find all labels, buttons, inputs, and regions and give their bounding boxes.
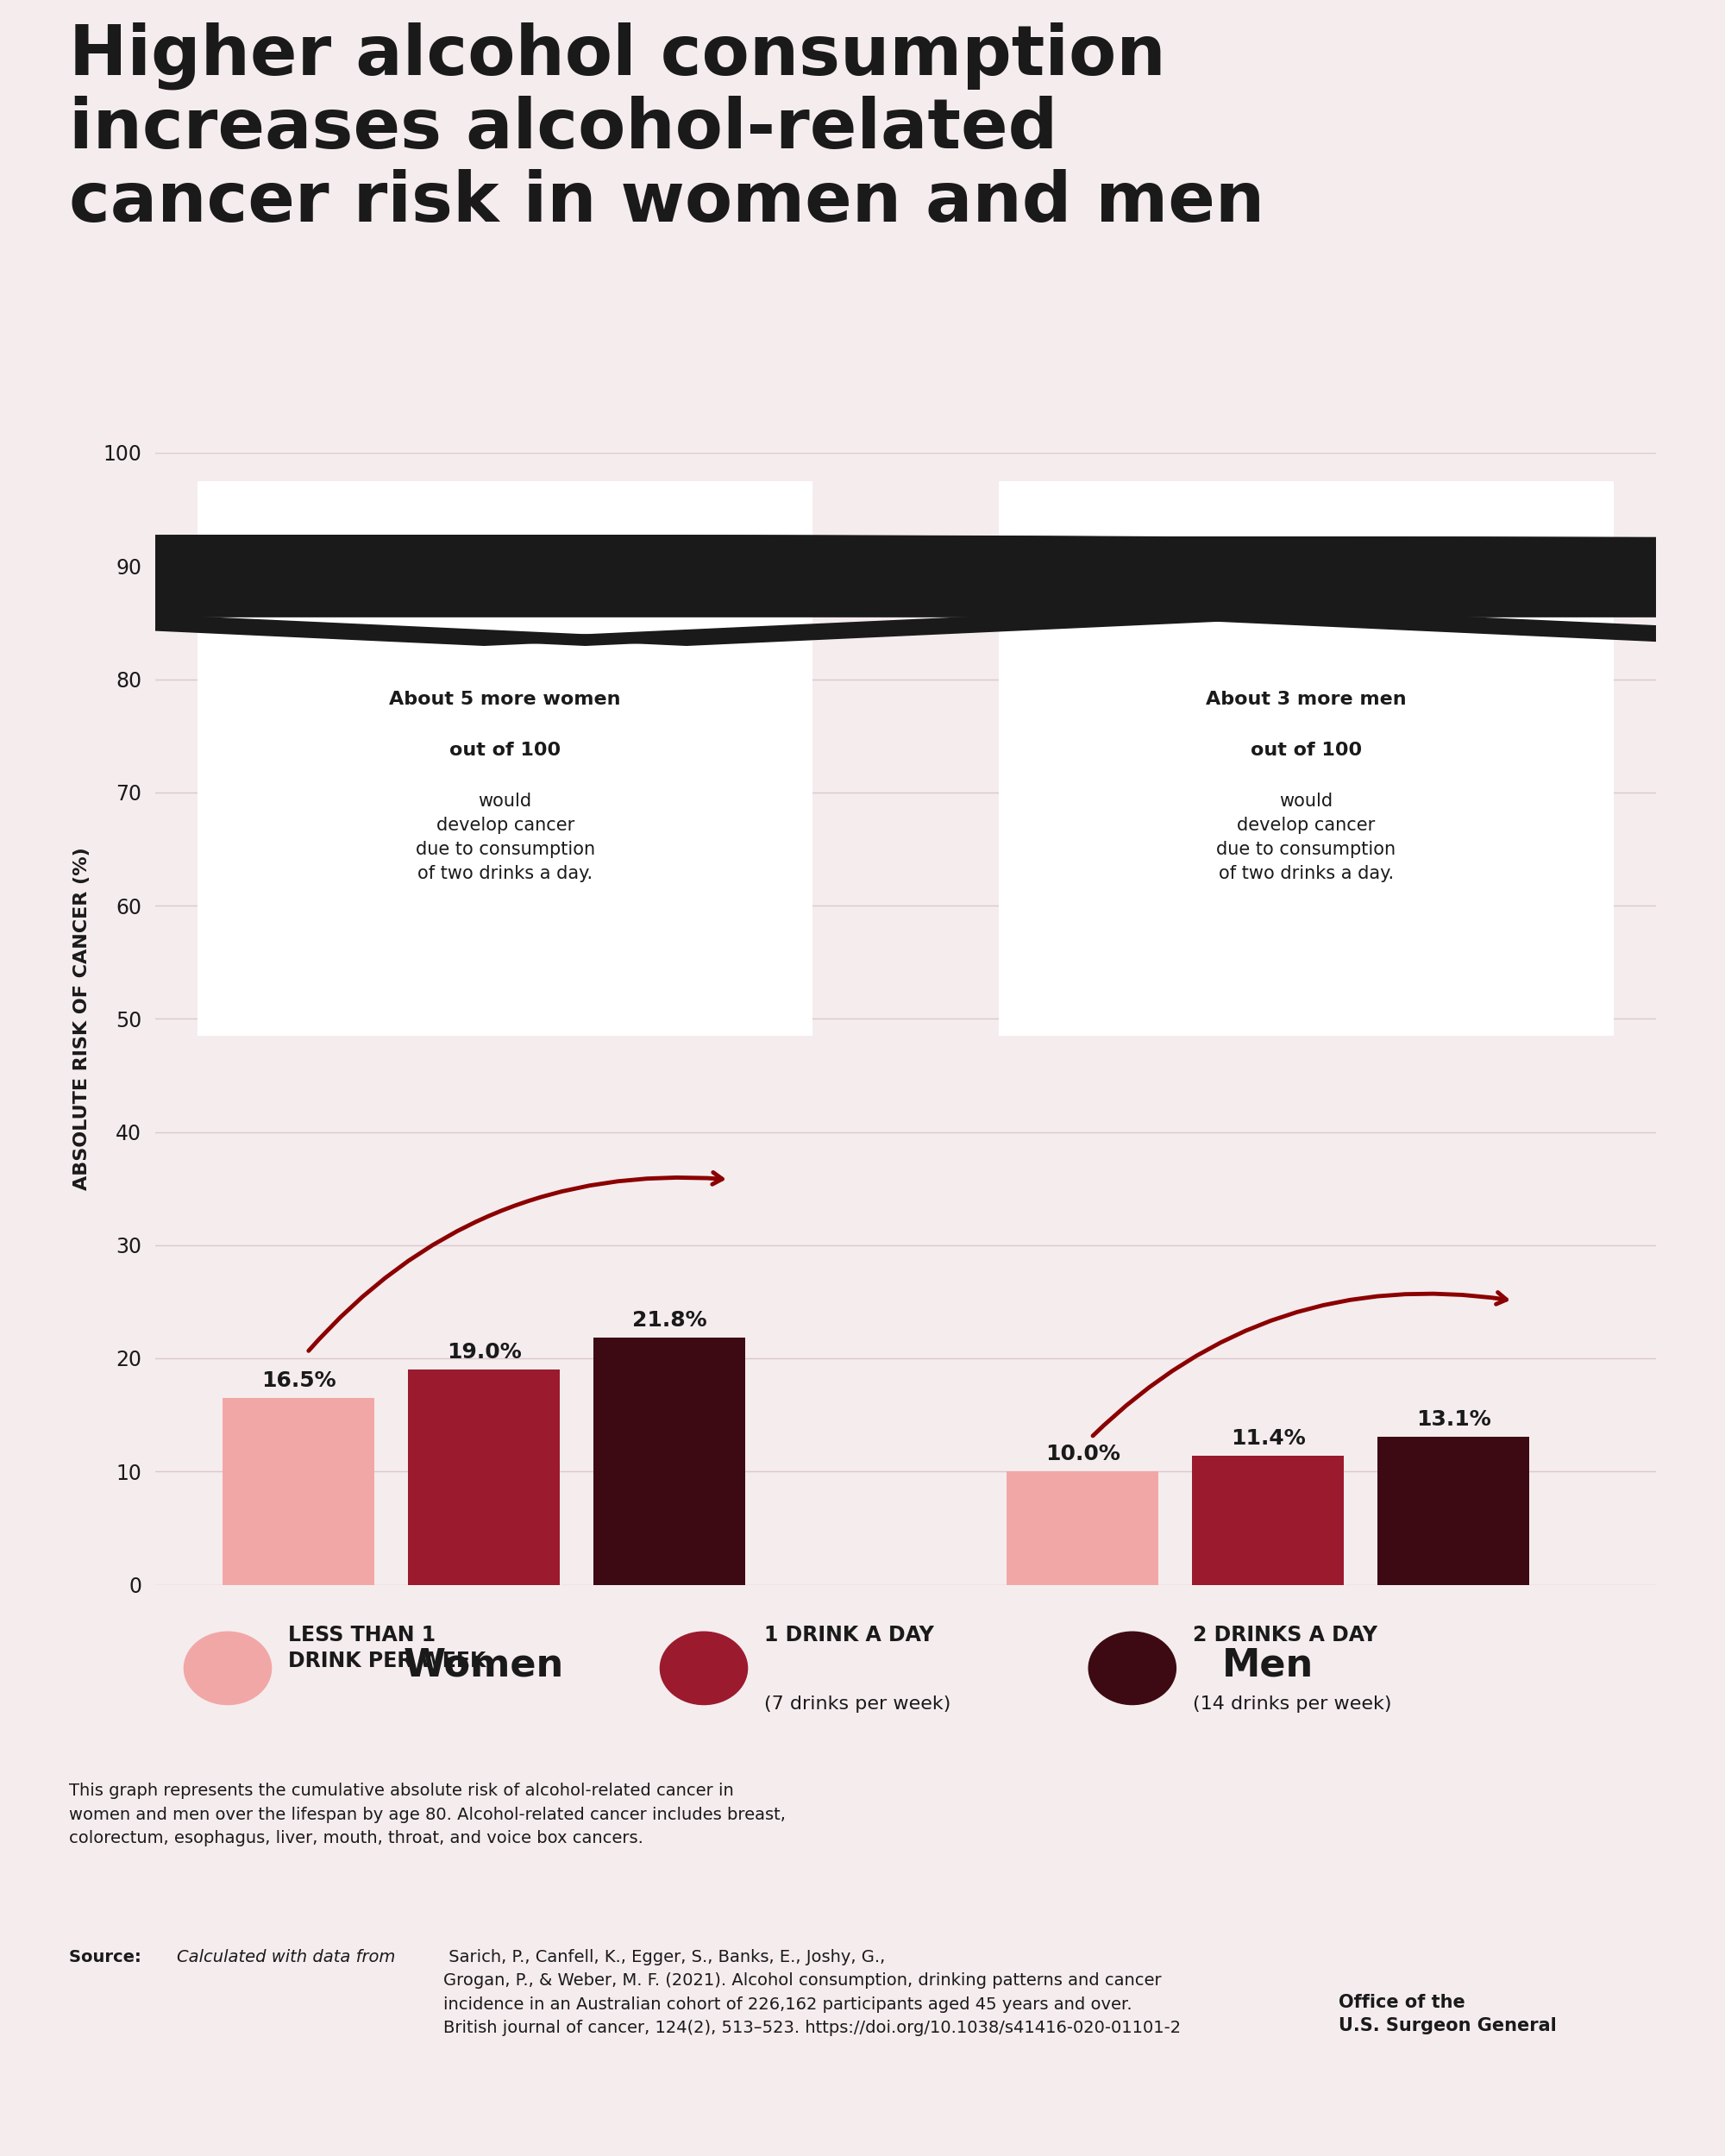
Polygon shape [0,565,1725,617]
Circle shape [0,537,1725,578]
Text: (7 drinks per week): (7 drinks per week) [764,1695,950,1712]
Text: +: + [1040,556,1076,597]
Text: Source:: Source: [69,1949,147,1966]
Text: This graph represents the cumulative absolute risk of alcohol-related cancer in
: This graph represents the cumulative abs… [69,1783,785,1846]
Circle shape [0,535,1725,576]
FancyBboxPatch shape [197,481,812,1035]
Text: 1 DRINK A DAY: 1 DRINK A DAY [764,1626,933,1645]
Circle shape [0,537,1725,578]
Circle shape [0,535,1725,576]
FancyBboxPatch shape [53,565,1725,614]
Text: 16.5%: 16.5% [260,1371,336,1391]
Text: would
develop cancer
due to consumption
of two drinks a day.: would develop cancer due to consumption … [1216,791,1396,882]
FancyBboxPatch shape [999,481,1615,1035]
Text: 2 DRINKS A DAY: 2 DRINKS A DAY [1192,1626,1377,1645]
Text: +: + [240,556,276,597]
FancyArrowPatch shape [1094,1291,1506,1436]
Text: (14 drinks per week): (14 drinks per week) [1192,1695,1392,1712]
Polygon shape [0,565,1725,617]
Y-axis label: ABSOLUTE RISK OF CANCER (%): ABSOLUTE RISK OF CANCER (%) [74,847,91,1190]
Text: Men: Men [1223,1647,1314,1684]
FancyArrowPatch shape [309,1173,723,1352]
Text: About 3 more men: About 3 more men [1206,690,1406,707]
Text: 21.8%: 21.8% [631,1311,707,1330]
Bar [1007,1470,1159,1585]
Text: Calculated with data from: Calculated with data from [178,1949,395,1966]
Text: About 5 more women: About 5 more women [390,690,621,707]
Bar [1192,1455,1344,1585]
Circle shape [0,535,1725,576]
Text: 13.1%: 13.1% [1416,1408,1490,1429]
FancyBboxPatch shape [0,565,1725,614]
Text: 10.0%: 10.0% [1045,1445,1120,1464]
Circle shape [0,535,1725,576]
Ellipse shape [185,1632,271,1705]
Ellipse shape [661,1632,747,1705]
Ellipse shape [1088,1632,1176,1705]
Text: 19.0%: 19.0% [447,1341,521,1363]
Polygon shape [0,565,1725,617]
Text: out of 100: out of 100 [450,742,561,759]
Circle shape [0,537,1725,578]
Bar [409,1369,561,1585]
Bar [1378,1436,1530,1585]
Text: Office of the
U.S. Surgeon General: Office of the U.S. Surgeon General [1339,1994,1556,2035]
Bar [223,1397,374,1585]
Polygon shape [0,565,1725,617]
Bar [593,1339,745,1585]
Polygon shape [0,565,1725,617]
Text: LESS THAN 1
DRINK PER WEEK: LESS THAN 1 DRINK PER WEEK [288,1626,486,1671]
Text: Women: Women [404,1647,564,1684]
Text: Sarich, P., Canfell, K., Egger, S., Banks, E., Joshy, G.,
Grogan, P., & Weber, M: Sarich, P., Canfell, K., Egger, S., Bank… [443,1949,1182,2035]
FancyBboxPatch shape [0,565,1725,614]
Text: would
develop cancer
due to consumption
of two drinks a day.: would develop cancer due to consumption … [416,791,595,882]
Text: 11.4%: 11.4% [1230,1427,1306,1449]
Text: Higher alcohol consumption
increases alcohol-related
cancer risk in women and me: Higher alcohol consumption increases alc… [69,22,1264,237]
Circle shape [0,535,1725,576]
Text: out of 100: out of 100 [1251,742,1361,759]
